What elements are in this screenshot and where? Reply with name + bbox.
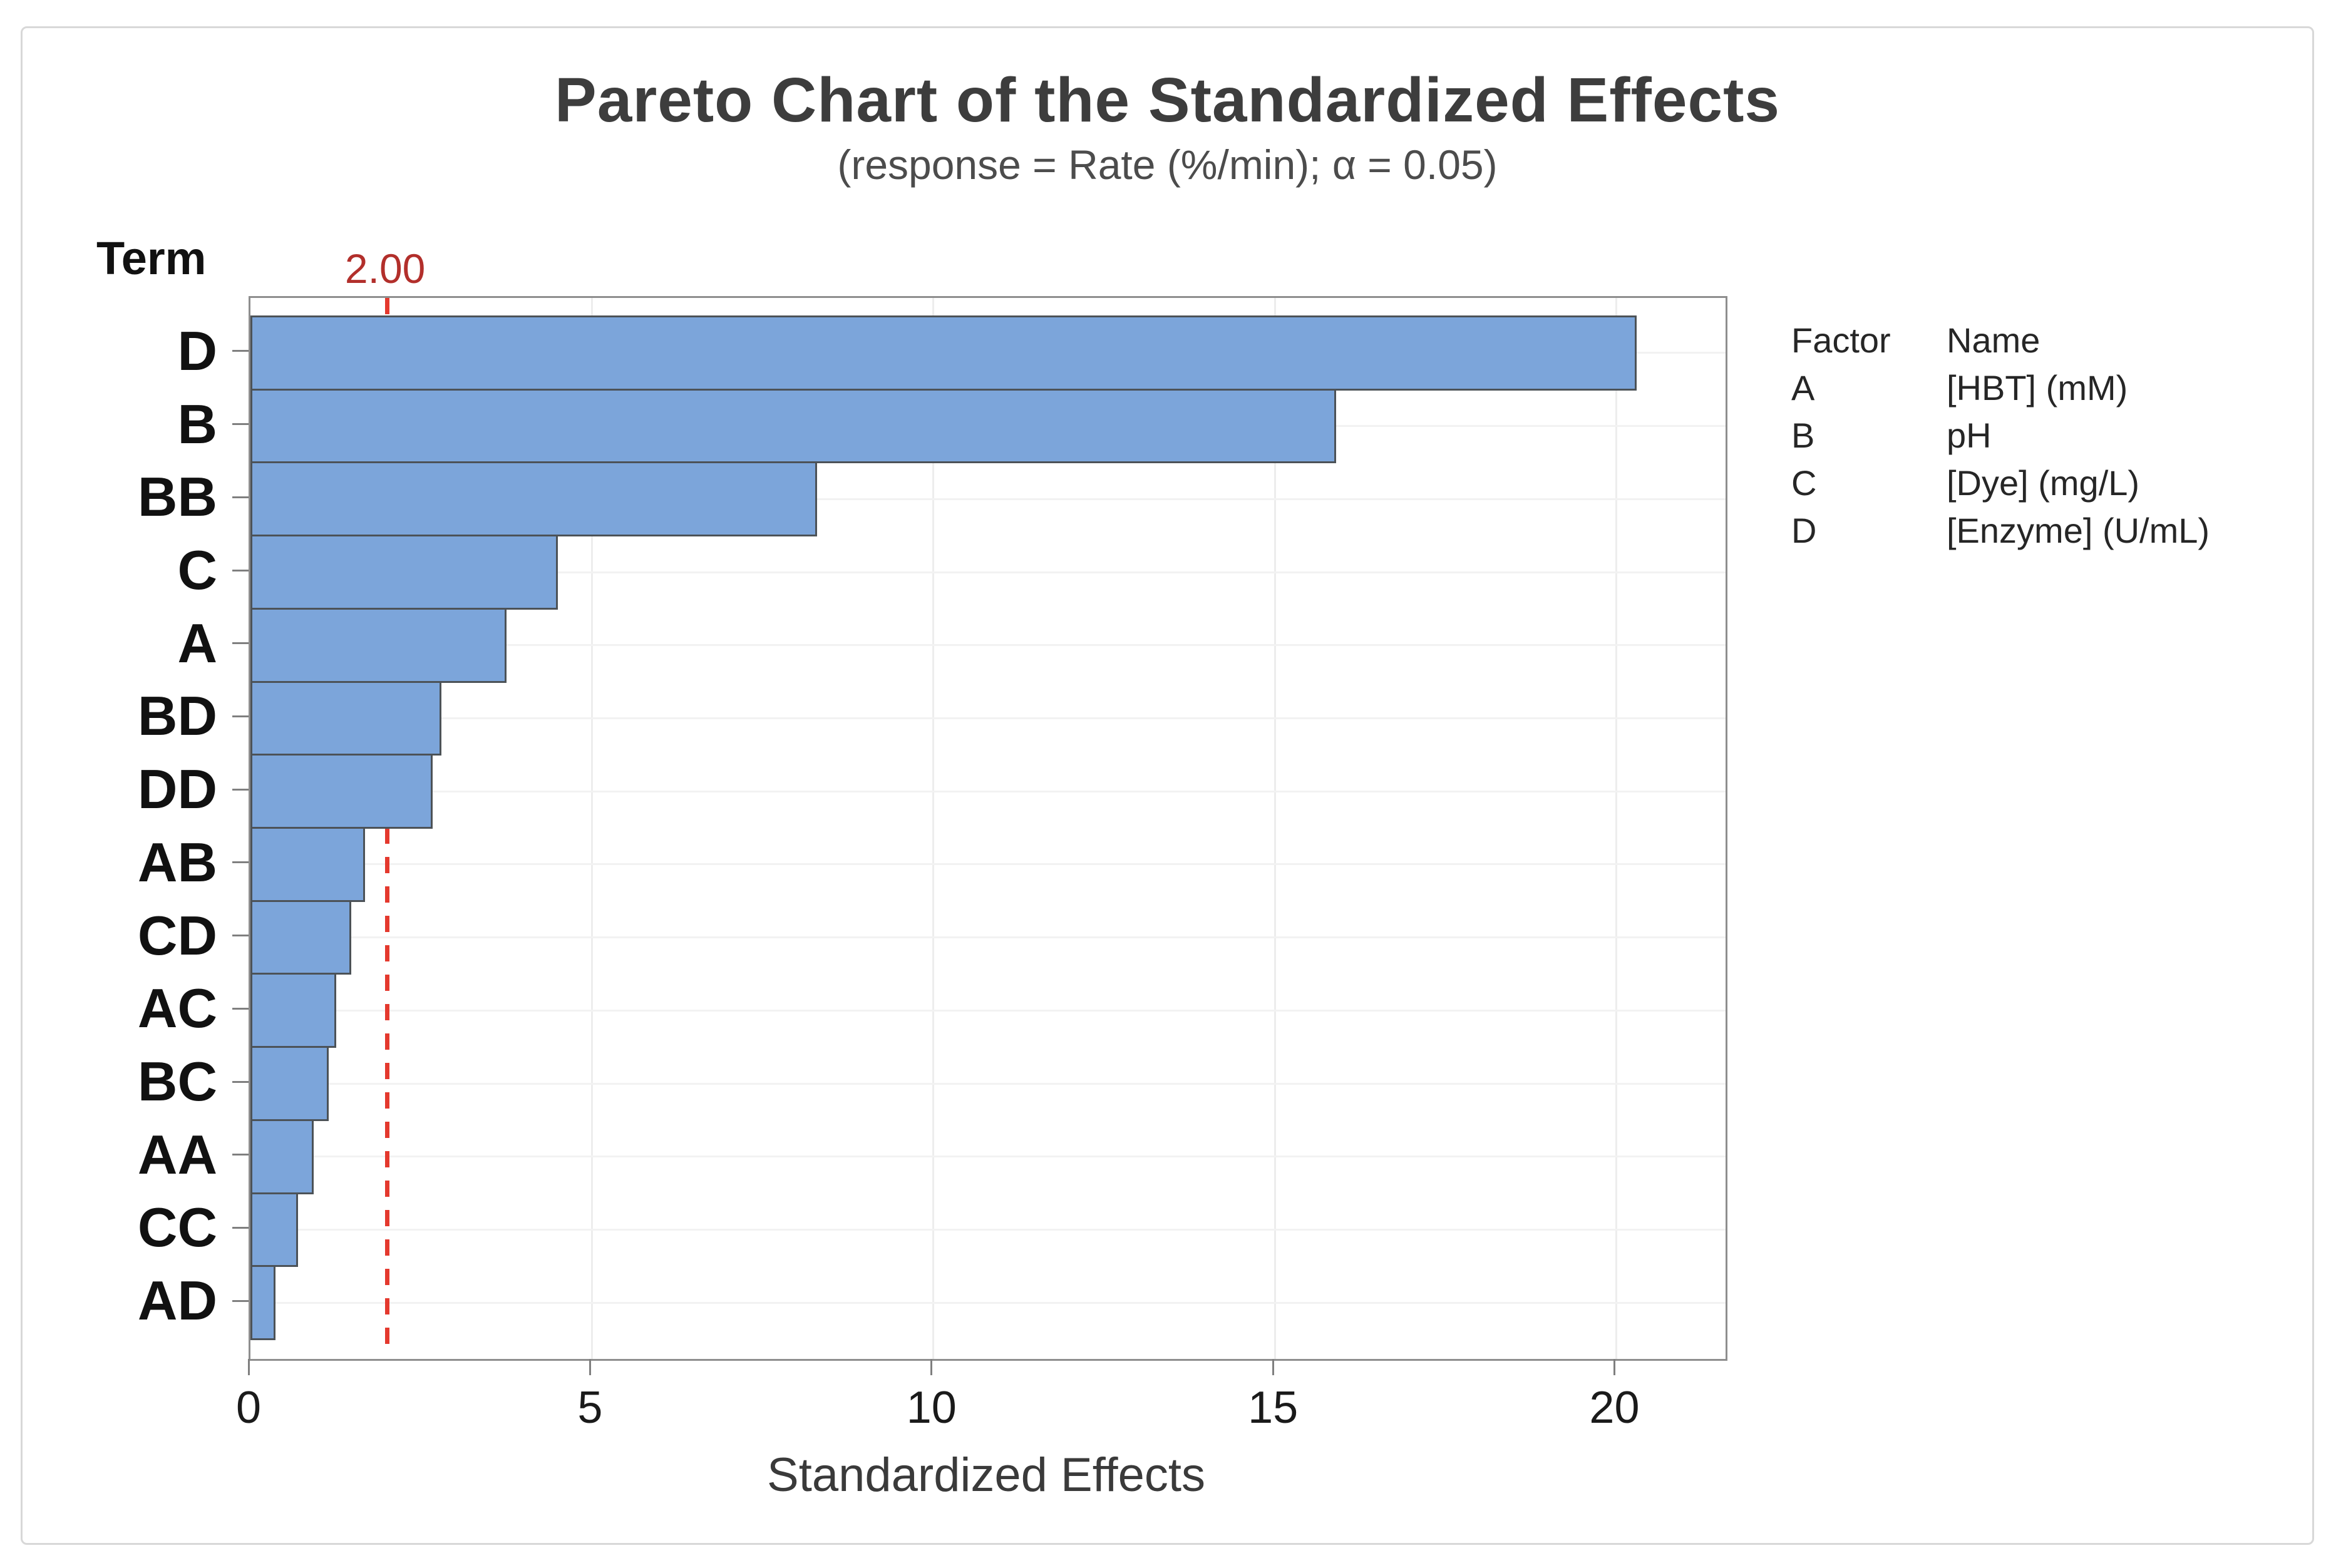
bar-BC: [250, 1046, 329, 1121]
y-tick: [232, 1154, 249, 1156]
y-tick: [232, 496, 249, 498]
legend-factor-cell: C: [1791, 463, 1817, 503]
term-label-CD: CD: [137, 904, 217, 966]
legend-factor-cell: B: [1791, 416, 1815, 455]
x-tick: [1272, 1359, 1274, 1375]
y-gridline: [250, 644, 1726, 647]
legend-name-cell: pH: [1947, 416, 1992, 455]
x-gridline: [1274, 298, 1276, 1359]
bar-CC: [250, 1192, 299, 1268]
x-tick-label-10: 10: [906, 1383, 957, 1433]
bar-B: [250, 388, 1337, 464]
y-gridline: [250, 1009, 1726, 1012]
y-tick: [232, 861, 249, 864]
term-label-AB: AB: [137, 831, 217, 893]
x-tick-label-15: 15: [1248, 1383, 1299, 1433]
term-label-AD: AD: [137, 1269, 217, 1332]
y-tick: [232, 1007, 249, 1010]
x-tick: [589, 1359, 591, 1375]
legend-name-cell: [Enzyme] (U/mL): [1947, 511, 2210, 550]
bar-BB: [250, 461, 818, 537]
y-tick: [232, 788, 249, 791]
bar-AC: [250, 973, 337, 1048]
x-gridline: [590, 298, 593, 1359]
y-tick: [232, 1080, 249, 1083]
y-gridline: [250, 863, 1726, 866]
y-tick: [232, 935, 249, 937]
y-gridline: [250, 1301, 1726, 1304]
plot-area: [249, 296, 1727, 1361]
term-label-BB: BB: [137, 466, 217, 528]
term-label-C: C: [177, 539, 217, 601]
term-label-AC: AC: [137, 977, 217, 1040]
term-label-BD: BD: [137, 685, 217, 747]
term-label-AA: AA: [137, 1123, 217, 1186]
x-tick-label-20: 20: [1589, 1383, 1640, 1433]
chart-subtitle: (response = Rate (%/min); α = 0.05): [837, 141, 1498, 188]
term-label-DD: DD: [137, 758, 217, 821]
y-gridline: [250, 498, 1726, 500]
bar-CD: [250, 899, 352, 975]
y-tick: [232, 423, 249, 426]
chart-panel: Pareto Chart of the Standardized Effects…: [21, 26, 2314, 1545]
bar-BD: [250, 680, 442, 756]
bar-A: [250, 607, 507, 683]
bar-C: [250, 535, 558, 610]
x-gridline: [932, 298, 935, 1359]
x-tick: [247, 1359, 250, 1375]
y-gridline: [250, 717, 1726, 719]
bar-DD: [250, 754, 433, 829]
bar-D: [250, 315, 1637, 391]
y-tick: [232, 569, 249, 571]
x-tick-label-5: 5: [577, 1383, 603, 1433]
y-tick: [232, 642, 249, 645]
y-tick: [232, 350, 249, 352]
y-gridline: [250, 790, 1726, 792]
legend-name-cell: [HBT] (mM): [1947, 368, 2128, 407]
legend-factor-cell: A: [1791, 368, 1815, 407]
y-axis-header: Term: [96, 232, 207, 284]
term-label-D: D: [177, 319, 217, 382]
x-tick: [1613, 1359, 1615, 1375]
y-gridline: [250, 936, 1726, 939]
chart-title: Pareto Chart of the Standardized Effects: [555, 65, 1780, 135]
legend-name-cell: [Dye] (mg/L): [1947, 463, 2140, 503]
y-tick: [232, 1226, 249, 1229]
bar-AD: [250, 1265, 276, 1340]
legend-factor-cell: D: [1791, 511, 1817, 550]
x-gridline: [1615, 298, 1617, 1359]
term-label-CC: CC: [137, 1196, 217, 1259]
y-gridline: [250, 1228, 1726, 1231]
term-label-BC: BC: [137, 1050, 217, 1112]
bar-AA: [250, 1119, 314, 1194]
bar-AB: [250, 827, 366, 902]
x-axis-title: Standardized Effects: [767, 1448, 1205, 1502]
x-tick: [930, 1359, 933, 1375]
y-gridline: [250, 1082, 1726, 1085]
y-tick: [232, 715, 249, 717]
y-gridline: [250, 1156, 1726, 1158]
y-gridline: [250, 571, 1726, 573]
reference-line-label: 2.00: [344, 245, 426, 292]
term-label-A: A: [177, 612, 217, 674]
y-tick: [232, 1299, 249, 1302]
term-label-B: B: [177, 392, 217, 455]
legend-factor-cell: Factor: [1791, 320, 1891, 360]
x-tick-label-0: 0: [235, 1383, 262, 1433]
legend-name-cell: Name: [1947, 320, 2040, 360]
